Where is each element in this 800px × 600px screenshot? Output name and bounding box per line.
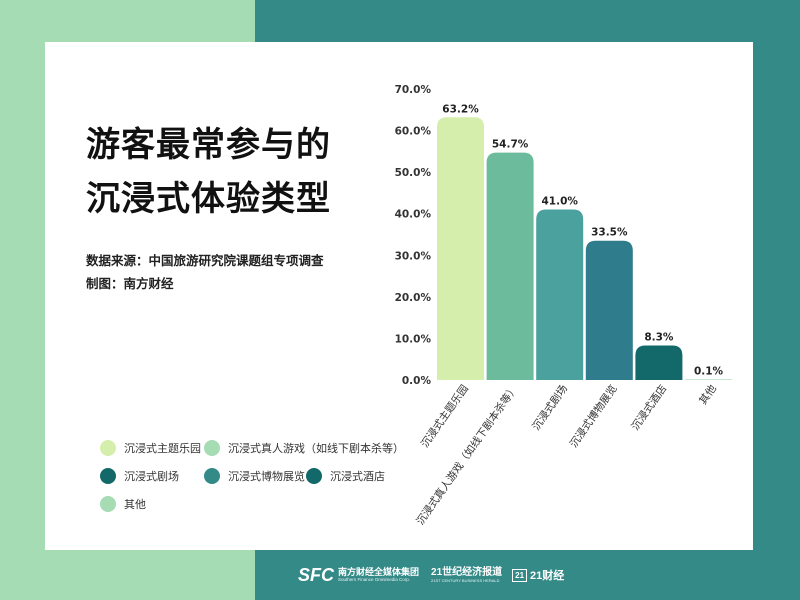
legend-label: 其他	[124, 498, 146, 511]
y-tick-label: 70.0%	[395, 84, 432, 96]
legend-item: 沉浸式主题乐园	[100, 440, 201, 456]
legend-item: 其他	[100, 496, 146, 512]
x-tick-label: 沉浸式剧场	[529, 382, 570, 432]
y-tick-label: 50.0%	[395, 167, 432, 179]
bar	[437, 117, 484, 381]
legend-label: 沉浸式酒店	[330, 470, 385, 483]
x-tick-label: 沉浸式博物展览	[567, 382, 620, 450]
x-tick-label: 沉浸式真人游戏（如线下剧本杀等）	[414, 382, 521, 527]
sfc-logo-text: 南方财经全媒体集团 Southern Finance Omnimedia Cor…	[338, 567, 419, 583]
bar	[585, 240, 633, 380]
bar	[536, 209, 584, 380]
y-tick-label: 30.0%	[395, 250, 432, 262]
legend-label: 沉浸式剧场	[124, 470, 179, 483]
data-label: 0.1%	[694, 365, 724, 377]
data-label: 8.3%	[644, 331, 674, 343]
bar	[486, 152, 534, 380]
legend-label: 沉浸式博物展览	[228, 470, 305, 483]
bar	[635, 345, 683, 380]
y-tick-label: 0.0%	[402, 375, 432, 387]
legend-label: 沉浸式主题乐园	[124, 442, 201, 455]
bars-group: 63.2% 54.7% 41.0% 33.5% 8.3% 0.1%	[437, 103, 732, 381]
21caijing-logo: 21 21财经	[512, 567, 564, 583]
legend-item: 沉浸式剧场	[100, 468, 179, 484]
y-tick-label: 20.0%	[395, 292, 432, 304]
y-tick-label: 10.0%	[395, 333, 432, 345]
y-tick-label: 40.0%	[395, 209, 432, 221]
21caijing-logo-cn: 21财经	[530, 570, 565, 582]
legend-swatch	[204, 440, 220, 456]
footer-logos: SFC 南方财经全媒体集团 Southern Finance Omnimedia…	[298, 563, 564, 587]
data-label: 63.2%	[442, 103, 479, 115]
data-label: 33.5%	[591, 227, 628, 239]
legend-item: 沉浸式酒店	[306, 468, 385, 484]
title-line-2: 沉浸式体验类型	[86, 179, 331, 219]
legend-label: 沉浸式真人游戏（如线下剧本杀等）	[228, 442, 404, 455]
legend-item: 沉浸式真人游戏（如线下剧本杀等）	[204, 440, 404, 456]
bar	[685, 379, 732, 380]
data-label: 54.7%	[492, 139, 529, 151]
sfc-logo-cn: 南方财经全媒体集团	[338, 567, 420, 577]
x-tick-label: 其他	[696, 382, 719, 407]
herald-logo-en: 21ST CENTURY BUSINESS HERALD	[431, 577, 500, 583]
chart-card	[45, 42, 753, 550]
legend-item: 沉浸式博物展览	[204, 468, 305, 484]
credit-text: 制图：南方财经	[86, 276, 174, 291]
21caijing-logo-box: 21	[512, 568, 528, 582]
title-line-1: 游客最常参与的	[86, 125, 331, 165]
herald-logo-cn: 21世纪经济报道	[431, 566, 503, 578]
sfc-logo-mark: SFC	[298, 564, 334, 585]
source-text: 数据来源：中国旅游研究院课题组专项调查	[86, 253, 324, 268]
page-title: 游客最常参与的 沉浸式体验类型	[86, 118, 331, 226]
legend-swatch	[100, 440, 116, 456]
sfc-logo-en: Southern Finance Omnimedia Corp.	[338, 577, 411, 582]
x-tick-label: 沉浸式主题乐园	[418, 382, 471, 450]
x-tick-label: 沉浸式酒店	[629, 382, 670, 432]
data-label: 41.0%	[541, 196, 578, 208]
herald-logo: 21世纪经济报道 21ST CENTURY BUSINESS HERALD	[431, 567, 502, 584]
y-axis: 0.0% 10.0% 20.0% 30.0% 40.0% 50.0% 60.0% 70.0%	[395, 84, 432, 387]
legend-swatch	[204, 468, 220, 484]
legend-swatch	[100, 468, 116, 484]
y-tick-label: 60.0%	[395, 126, 432, 138]
legend-swatch	[306, 468, 322, 484]
legend-swatch	[100, 496, 116, 512]
